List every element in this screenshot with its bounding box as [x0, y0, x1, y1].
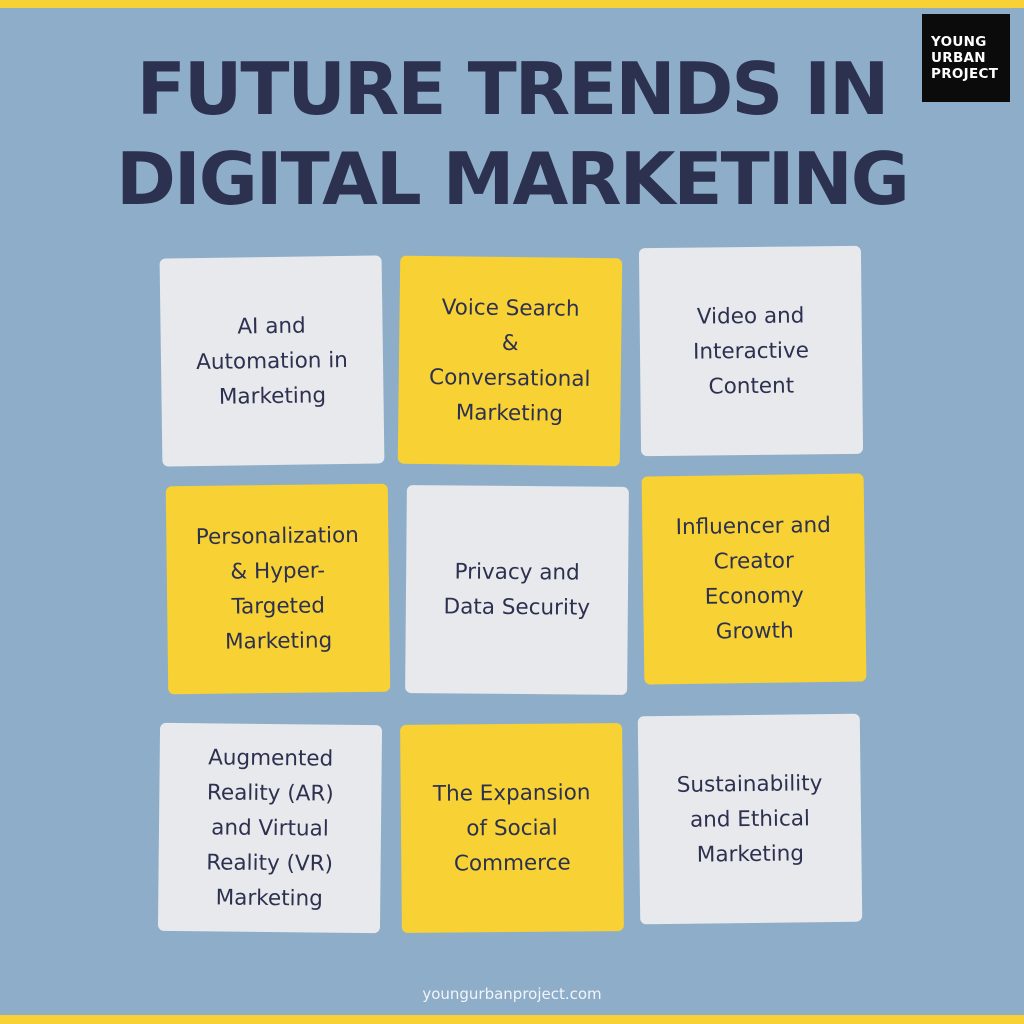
trend-card-label: Voice Search & Conversational Marketing [428, 295, 591, 427]
top-accent-stripe [0, 0, 1024, 8]
trend-card-privacy-security: Privacy and Data Security [405, 485, 629, 695]
trend-card-voice-search: Voice Search & Conversational Marketing [397, 255, 623, 467]
title-line-2: DIGITAL MARKETING [116, 137, 910, 221]
trend-card-ai-automation: AI and Automation in Marketing [159, 255, 385, 467]
trend-card-ar-vr: Augmented Reality (AR) and Virtual Reality … [157, 722, 383, 934]
trend-card-label: Privacy and Data Security [443, 559, 591, 621]
page-title: FUTURE TRENDS IN DIGITAL MARKETING [0, 44, 1024, 224]
trend-card-label: Sustainability and Ethical Marketing [676, 770, 823, 868]
logo-line-urban: URBAN [931, 50, 986, 66]
trend-card-influencer-economy: Influencer and Creator Economy Growth [641, 473, 867, 685]
trend-card-label: Personalization & Hyper- Targeted Marketing [195, 523, 360, 655]
brand-logo: YOUNG URBAN PROJECT [922, 14, 1010, 102]
trend-card-label: Augmented Reality (AR) and Virtual Reality … [206, 744, 334, 912]
bottom-accent-stripe [0, 1015, 1024, 1024]
footer-website[interactable]: youngurbanproject.com [422, 985, 602, 1003]
trend-card-label: Video and Interactive Content [692, 302, 810, 399]
trend-card-label: The Expansion of Social Commerce [432, 779, 591, 877]
trend-card-video-interactive: Video and Interactive Content [638, 245, 864, 457]
trend-card-sustainability: Sustainability and Ethical Marketing [637, 713, 863, 925]
trend-card-label: AI and Automation in Marketing [196, 313, 348, 410]
title-line-1: FUTURE TRENDS IN [136, 47, 890, 131]
logo-line-young: YOUNG [931, 34, 987, 50]
logo-line-project: PROJECT [931, 66, 999, 82]
trend-card-personalization: Personalization & Hyper- Targeted Marketing [165, 483, 391, 695]
trend-card-label: Influencer and Creator Economy Growth [675, 512, 832, 645]
trend-card-social-commerce: The Expansion of Social Commerce [400, 723, 624, 933]
